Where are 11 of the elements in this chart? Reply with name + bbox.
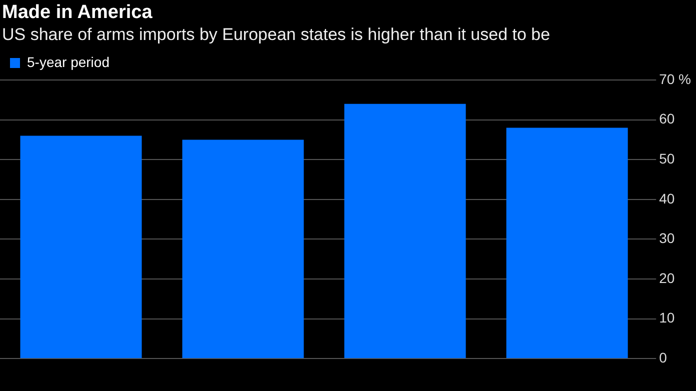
y-tick-label: 70 %	[659, 70, 692, 87]
chart-title: Made in America	[1, 1, 154, 24]
y-tick-label: 20	[659, 270, 675, 286]
y-tick-label: 40	[659, 190, 675, 206]
y-tick-label: 30	[659, 230, 675, 246]
legend-label: 5-year period	[27, 54, 110, 70]
chart-subtitle: US share of arms imports by European states is higher than it used to be	[1, 24, 552, 46]
y-tick-label: 50	[659, 150, 675, 166]
y-tick-label: 60	[659, 110, 675, 127]
y-tick-label: 0	[659, 349, 668, 366]
y-tick-label: 10	[659, 310, 675, 326]
